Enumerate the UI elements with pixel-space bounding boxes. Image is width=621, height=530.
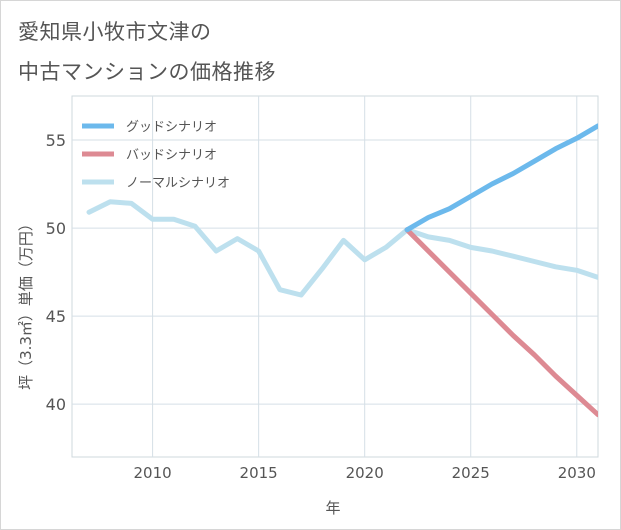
- series-line-0: [404, 123, 598, 233]
- y-axis-label: 坪（3.3㎡）単価（万円）: [17, 216, 35, 390]
- y-tick-labels: 40 45 50 55: [46, 131, 66, 414]
- chart-title-line-2: 中古マンションの価格推移: [18, 60, 276, 84]
- y-tick-label: 55: [46, 131, 66, 150]
- x-tick-label: 2030: [558, 464, 596, 482]
- legend-label: グッドシナリオ: [126, 120, 217, 135]
- y-tick-label: 40: [46, 395, 66, 414]
- x-tick-labels: 2010 2015 2020 2025 2030: [134, 464, 596, 482]
- y-tick-label: 45: [46, 307, 66, 326]
- legend-label: ノーマルシナリオ: [126, 176, 230, 191]
- x-axis-label: 年: [325, 499, 340, 517]
- y-tick-label: 50: [46, 219, 66, 238]
- series-lines: [86, 123, 598, 418]
- series-line-2: [86, 199, 598, 298]
- x-tick-label: 2025: [452, 464, 490, 482]
- legend-label: バッドシナリオ: [126, 148, 217, 163]
- series-line-1: [404, 227, 598, 418]
- x-tick-label: 2015: [240, 464, 278, 482]
- x-tick-label: 2010: [134, 464, 172, 482]
- x-tick-label: 2020: [346, 464, 384, 482]
- chart-title-line-1: 愛知県小牧市文津の: [18, 20, 212, 44]
